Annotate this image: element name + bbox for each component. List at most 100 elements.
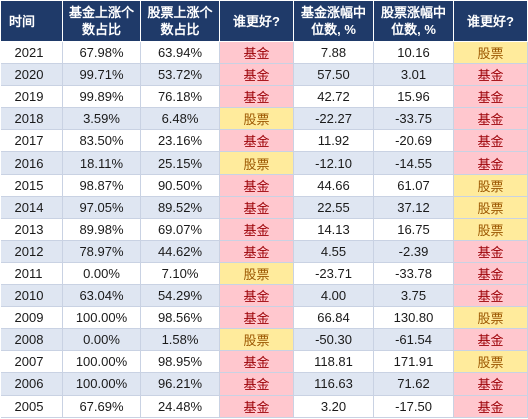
table-cell-better-1: 基金 <box>219 218 294 241</box>
table-cell-fund-up-ratio: 99.89% <box>62 85 141 109</box>
table-cell-better-1: 基金 <box>219 85 294 109</box>
table-cell-stock-up-ratio: 44.62% <box>140 240 220 263</box>
table-cell-fund-median: 42.72 <box>293 85 374 109</box>
table-cell-year: 2017 <box>0 129 63 153</box>
table-cell-year: 2015 <box>0 174 63 197</box>
table-cell-year: 2012 <box>0 240 63 263</box>
table-cell-better-2: 基金 <box>453 129 528 153</box>
table-row: 2015 98.87% 90.50% 基金 44.66 61.07 股票 <box>0 174 528 197</box>
table-cell-stock-median: 130.80 <box>373 306 454 330</box>
table-cell-better-2: 基金 <box>453 262 528 286</box>
table-cell-fund-median: 14.13 <box>293 218 374 241</box>
table-cell-fund-up-ratio: 100.00% <box>62 306 141 330</box>
table-cell-better-1: 基金 <box>219 372 294 396</box>
table-cell-stock-up-ratio: 7.10% <box>140 262 220 286</box>
table-cell-better-2: 基金 <box>453 151 528 175</box>
table-cell-stock-up-ratio: 63.94% <box>140 41 220 65</box>
table-cell-better-1: 基金 <box>219 284 294 308</box>
table-cell-stock-up-ratio: 6.48% <box>140 107 220 131</box>
table-cell-stock-median: 37.12 <box>373 196 454 219</box>
table-cell-better-2: 基金 <box>453 328 528 352</box>
table-cell-fund-up-ratio: 99.71% <box>62 63 141 87</box>
table-cell-year: 2021 <box>0 41 63 65</box>
table-cell-stock-up-ratio: 54.29% <box>140 284 220 308</box>
table-cell-better-1: 基金 <box>219 196 294 219</box>
table-cell-stock-median: -20.69 <box>373 129 454 153</box>
table-cell-stock-median: 10.16 <box>373 41 454 65</box>
table-cell-fund-up-ratio: 67.69% <box>62 395 141 418</box>
table-cell-better-1: 基金 <box>219 240 294 263</box>
table-cell-better-1: 基金 <box>219 350 294 374</box>
table-row: 2008 0.00% 1.58% 股票 -50.30 -61.54 基金 <box>0 328 528 352</box>
table-cell-fund-median: 3.20 <box>293 395 374 418</box>
table-cell-fund-up-ratio: 18.11% <box>62 151 141 175</box>
table-cell-fund-median: 4.55 <box>293 240 374 263</box>
table-cell-year: 2005 <box>0 395 63 418</box>
table-row: 2019 99.89% 76.18% 基金 42.72 15.96 基金 <box>0 85 528 109</box>
table-cell-better-2: 基金 <box>453 85 528 109</box>
table-cell-fund-median: -23.71 <box>293 262 374 286</box>
table-cell-better-1: 基金 <box>219 41 294 65</box>
table-cell-fund-up-ratio: 98.87% <box>62 174 141 197</box>
header-better-1: 谁更好? <box>219 0 294 42</box>
table-cell-fund-up-ratio: 100.00% <box>62 372 141 396</box>
table-cell-year: 2010 <box>0 284 63 308</box>
table-cell-stock-median: -33.78 <box>373 262 454 286</box>
table-cell-stock-up-ratio: 69.07% <box>140 218 220 241</box>
table-row: 2007 100.00% 98.95% 基金 118.81 171.91 股票 <box>0 350 528 374</box>
table-row: 2014 97.05% 89.52% 基金 22.55 37.12 股票 <box>0 196 528 219</box>
table-cell-fund-up-ratio: 63.04% <box>62 284 141 308</box>
table-cell-fund-up-ratio: 100.00% <box>62 350 141 374</box>
table-cell-year: 2013 <box>0 218 63 241</box>
table-cell-stock-up-ratio: 25.15% <box>140 151 220 175</box>
table-cell-better-2: 基金 <box>453 372 528 396</box>
table-cell-fund-median: -50.30 <box>293 328 374 352</box>
header-better-2: 谁更好? <box>453 0 528 42</box>
table-cell-stock-median: 15.96 <box>373 85 454 109</box>
table-row: 2016 18.11% 25.15% 股票 -12.10 -14.55 基金 <box>0 151 528 175</box>
table-cell-fund-median: 11.92 <box>293 129 374 153</box>
table-cell-stock-up-ratio: 1.58% <box>140 328 220 352</box>
table-cell-stock-median: 3.01 <box>373 63 454 87</box>
table-cell-better-2: 股票 <box>453 218 528 241</box>
table-cell-stock-up-ratio: 90.50% <box>140 174 220 197</box>
table-cell-better-2: 基金 <box>453 284 528 308</box>
table-cell-year: 2011 <box>0 262 63 286</box>
table-body: 2021 67.98% 63.94% 基金 7.88 10.16 股票 2020 99.71% 5… <box>0 41 528 418</box>
table-cell-better-2: 股票 <box>453 306 528 330</box>
table-cell-year: 2008 <box>0 328 63 352</box>
table-cell-stock-up-ratio: 24.48% <box>140 395 220 418</box>
table-cell-fund-median: -22.27 <box>293 107 374 131</box>
table-cell-stock-up-ratio: 96.21% <box>140 372 220 396</box>
table-cell-fund-up-ratio: 83.50% <box>62 129 141 153</box>
table-cell-year: 2016 <box>0 151 63 175</box>
table-cell-stock-median: 171.91 <box>373 350 454 374</box>
table-cell-stock-median: -14.55 <box>373 151 454 175</box>
header-year: 时间 <box>0 0 63 42</box>
table-cell-better-2: 股票 <box>453 174 528 197</box>
table-cell-stock-median: -2.39 <box>373 240 454 263</box>
table-cell-fund-median: 57.50 <box>293 63 374 87</box>
table-cell-fund-up-ratio: 3.59% <box>62 107 141 131</box>
table-cell-better-2: 基金 <box>453 107 528 131</box>
table-cell-better-1: 股票 <box>219 151 294 175</box>
table-cell-stock-up-ratio: 98.95% <box>140 350 220 374</box>
header-stock-median: 股票涨幅中位数, % <box>373 0 454 42</box>
header-fund-median: 基金涨幅中位数, % <box>293 0 374 42</box>
table-cell-better-1: 基金 <box>219 395 294 418</box>
table-cell-fund-median: 118.81 <box>293 350 374 374</box>
table-cell-better-1: 股票 <box>219 262 294 286</box>
table-row: 2017 83.50% 23.16% 基金 11.92 -20.69 基金 <box>0 129 528 153</box>
table-row: 2009 100.00% 98.56% 基金 66.84 130.80 股票 <box>0 306 528 330</box>
table-cell-fund-median: -12.10 <box>293 151 374 175</box>
table-cell-fund-median: 7.88 <box>293 41 374 65</box>
table-cell-stock-median: 3.75 <box>373 284 454 308</box>
table-cell-better-1: 基金 <box>219 306 294 330</box>
table-cell-better-2: 股票 <box>453 350 528 374</box>
table-cell-fund-up-ratio: 97.05% <box>62 196 141 219</box>
table-cell-better-2: 基金 <box>453 240 528 263</box>
table-cell-stock-up-ratio: 98.56% <box>140 306 220 330</box>
table-cell-better-2: 基金 <box>453 395 528 418</box>
table-row: 2011 0.00% 7.10% 股票 -23.71 -33.78 基金 <box>0 262 528 286</box>
